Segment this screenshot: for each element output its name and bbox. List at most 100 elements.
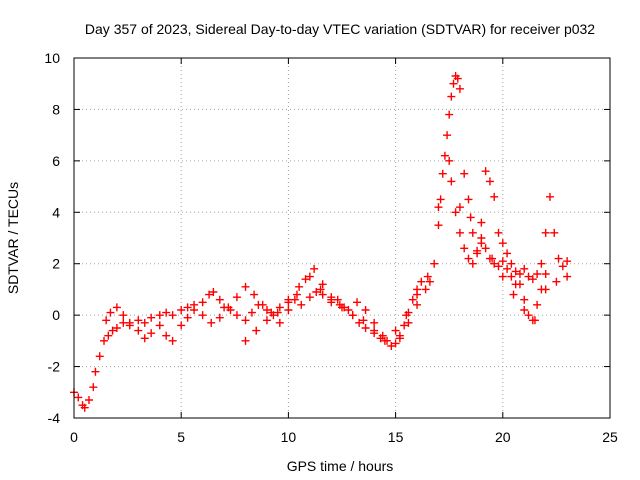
data-point xyxy=(168,336,177,345)
data-point xyxy=(275,318,284,327)
data-point xyxy=(207,318,216,327)
data-point xyxy=(464,195,473,204)
data-point xyxy=(455,228,464,237)
data-point xyxy=(102,316,111,325)
data-point xyxy=(552,277,561,286)
data-point xyxy=(533,300,542,309)
y-tick-labels: -4 -2 0 2 4 6 8 10 xyxy=(44,50,60,426)
y-tick-label: 4 xyxy=(52,204,60,220)
data-point xyxy=(134,316,143,325)
data-point xyxy=(453,74,462,83)
data-point xyxy=(190,306,199,314)
data-point xyxy=(447,177,456,186)
data-point xyxy=(391,326,400,335)
plot-frame xyxy=(73,57,611,419)
data-point xyxy=(449,79,458,88)
data-point xyxy=(563,272,572,281)
data-point xyxy=(198,311,207,320)
x-tick-label: 25 xyxy=(602,429,618,445)
data-point xyxy=(438,169,447,178)
data-point xyxy=(147,329,156,338)
data-point xyxy=(434,221,443,230)
y-tick-label: 2 xyxy=(52,256,60,272)
data-point xyxy=(338,303,346,312)
data-point xyxy=(537,259,546,268)
series-branch-c xyxy=(447,167,550,325)
data-point xyxy=(436,195,445,204)
data-point xyxy=(520,264,529,273)
data-point xyxy=(445,110,454,119)
data-point xyxy=(310,264,319,273)
data-point xyxy=(477,218,486,227)
data-point xyxy=(563,257,572,266)
data-point xyxy=(511,267,520,276)
data-marks xyxy=(70,72,572,412)
data-point xyxy=(447,92,456,101)
data-point xyxy=(112,324,121,332)
data-point xyxy=(545,192,554,201)
data-point xyxy=(425,277,434,286)
y-tick-label: -2 xyxy=(48,359,61,375)
data-point xyxy=(353,298,362,307)
data-point xyxy=(464,254,473,263)
data-point xyxy=(520,306,529,314)
data-point xyxy=(404,318,413,327)
axis-ticks xyxy=(73,57,611,419)
data-point xyxy=(241,336,250,345)
data-point xyxy=(209,288,218,296)
data-point xyxy=(232,293,241,302)
data-point xyxy=(515,270,524,278)
data-point xyxy=(252,326,261,335)
data-point xyxy=(140,334,149,343)
data-point xyxy=(316,285,325,294)
data-point xyxy=(528,316,537,325)
data-point xyxy=(490,192,499,201)
data-point xyxy=(125,318,134,327)
data-point xyxy=(445,156,454,165)
data-point xyxy=(344,306,353,314)
data-point xyxy=(528,275,537,284)
x-tick-label: 20 xyxy=(495,429,511,445)
data-point xyxy=(250,290,259,299)
data-point xyxy=(391,339,400,348)
data-point xyxy=(355,318,364,327)
data-point xyxy=(155,321,164,330)
data-point xyxy=(554,254,563,263)
data-point xyxy=(387,342,396,350)
data-point xyxy=(183,313,192,322)
data-point xyxy=(408,295,417,304)
data-point xyxy=(106,308,115,317)
data-point xyxy=(318,280,327,289)
x-tick-label: 10 xyxy=(281,429,297,445)
data-point xyxy=(494,262,503,271)
grid-lines xyxy=(74,58,610,418)
data-point xyxy=(423,272,432,281)
data-point xyxy=(104,331,113,340)
data-point xyxy=(140,318,149,327)
data-point xyxy=(301,275,310,284)
data-point xyxy=(455,203,464,212)
data-point xyxy=(177,321,186,330)
y-tick-label: -4 xyxy=(48,410,61,426)
data-point xyxy=(503,264,512,273)
data-point xyxy=(284,306,293,314)
y-tick-label: 10 xyxy=(44,50,60,66)
data-point xyxy=(370,318,379,327)
data-point xyxy=(162,308,171,317)
data-point xyxy=(537,285,546,294)
data-point xyxy=(400,321,409,330)
data-point xyxy=(74,393,83,402)
data-point xyxy=(232,311,241,320)
data-point xyxy=(215,313,224,322)
data-point xyxy=(275,303,284,312)
data-point xyxy=(241,316,250,325)
data-point xyxy=(503,249,512,258)
data-point xyxy=(494,228,503,237)
data-point xyxy=(550,228,559,237)
data-point xyxy=(558,262,567,271)
data-point xyxy=(485,177,494,186)
data-point xyxy=(284,295,293,304)
data-point xyxy=(273,308,282,317)
data-point xyxy=(348,311,357,320)
data-point xyxy=(421,285,430,294)
